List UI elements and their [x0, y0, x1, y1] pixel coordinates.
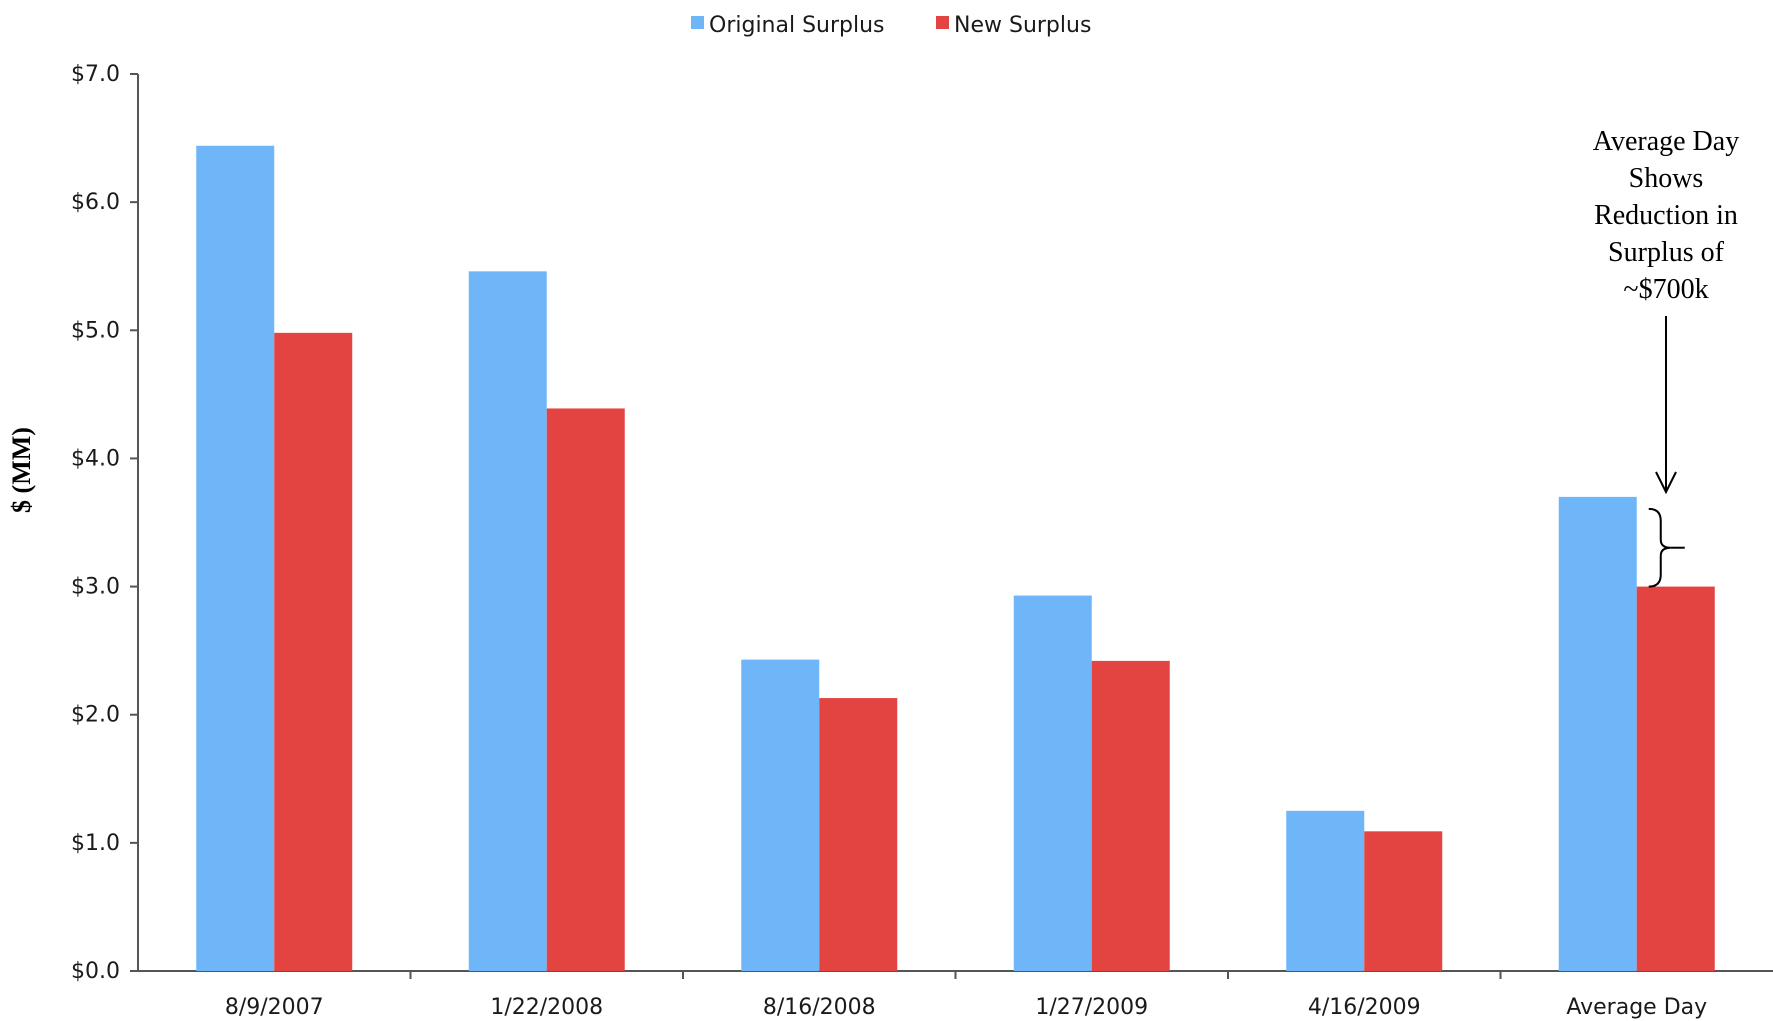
y-tick-label: $3.0: [71, 575, 120, 600]
x-tick-label: 1/22/2008: [490, 995, 603, 1020]
y-axis-ticks: $0.0 $1.0 $2.0 $3.0 $4.0 $5.0 $6.0 $7.0: [71, 62, 138, 984]
bar-new-surplus: [1364, 831, 1443, 971]
y-tick-label: $0.0: [71, 959, 120, 984]
legend-swatch-original: [691, 16, 704, 29]
legend-swatch-new: [936, 16, 949, 29]
bar-new-surplus: [274, 332, 353, 971]
bar-original-surplus: [196, 145, 275, 971]
legend: Original Surplus New Surplus: [691, 13, 1091, 38]
bar-new-surplus: [819, 698, 898, 971]
x-tick-label: 8/16/2008: [763, 995, 876, 1020]
y-tick-label: $1.0: [71, 831, 120, 856]
bar-new-surplus: [1091, 660, 1170, 971]
bar-new-surplus: [546, 408, 625, 971]
y-tick-label: $4.0: [71, 446, 120, 471]
annotation-line-4: Surplus of: [1608, 237, 1725, 268]
bar-original-surplus: [1286, 810, 1365, 971]
annotation-line-2: Shows: [1629, 163, 1704, 194]
bar-new-surplus: [1636, 586, 1715, 971]
annotation-line-1: Average Day: [1593, 126, 1739, 157]
y-tick-label: $6.0: [71, 190, 120, 215]
y-tick-label: $7.0: [71, 62, 120, 87]
bar-series: [196, 145, 1715, 972]
x-tick-label: 4/16/2009: [1308, 995, 1421, 1020]
y-tick-label: $2.0: [71, 703, 120, 728]
y-axis-label: $ (MM): [7, 427, 36, 513]
x-tick-label: 8/9/2007: [225, 995, 324, 1020]
bar-original-surplus: [741, 659, 820, 971]
annotation-line-3: Reduction in: [1594, 200, 1738, 231]
y-tick-label: $5.0: [71, 318, 120, 343]
annotation-brace: [1648, 507, 1671, 588]
annotation: Average Day Shows Reduction in Surplus o…: [1593, 126, 1739, 588]
bar-original-surplus: [1558, 496, 1637, 971]
legend-label-new: New Surplus: [954, 13, 1091, 38]
legend-label-original: Original Surplus: [709, 13, 885, 38]
annotation-line-5: ~$700k: [1623, 274, 1708, 305]
x-tick-label: 1/27/2009: [1035, 995, 1148, 1020]
x-axis-ticks: 8/9/2007 1/22/2008 8/16/2008 1/27/2009 4/16/…: [225, 971, 1707, 1020]
annotation-arrow: [1655, 316, 1677, 495]
bar-original-surplus: [468, 271, 547, 972]
x-tick-label: Average Day: [1566, 995, 1707, 1020]
bar-original-surplus: [1013, 595, 1092, 971]
